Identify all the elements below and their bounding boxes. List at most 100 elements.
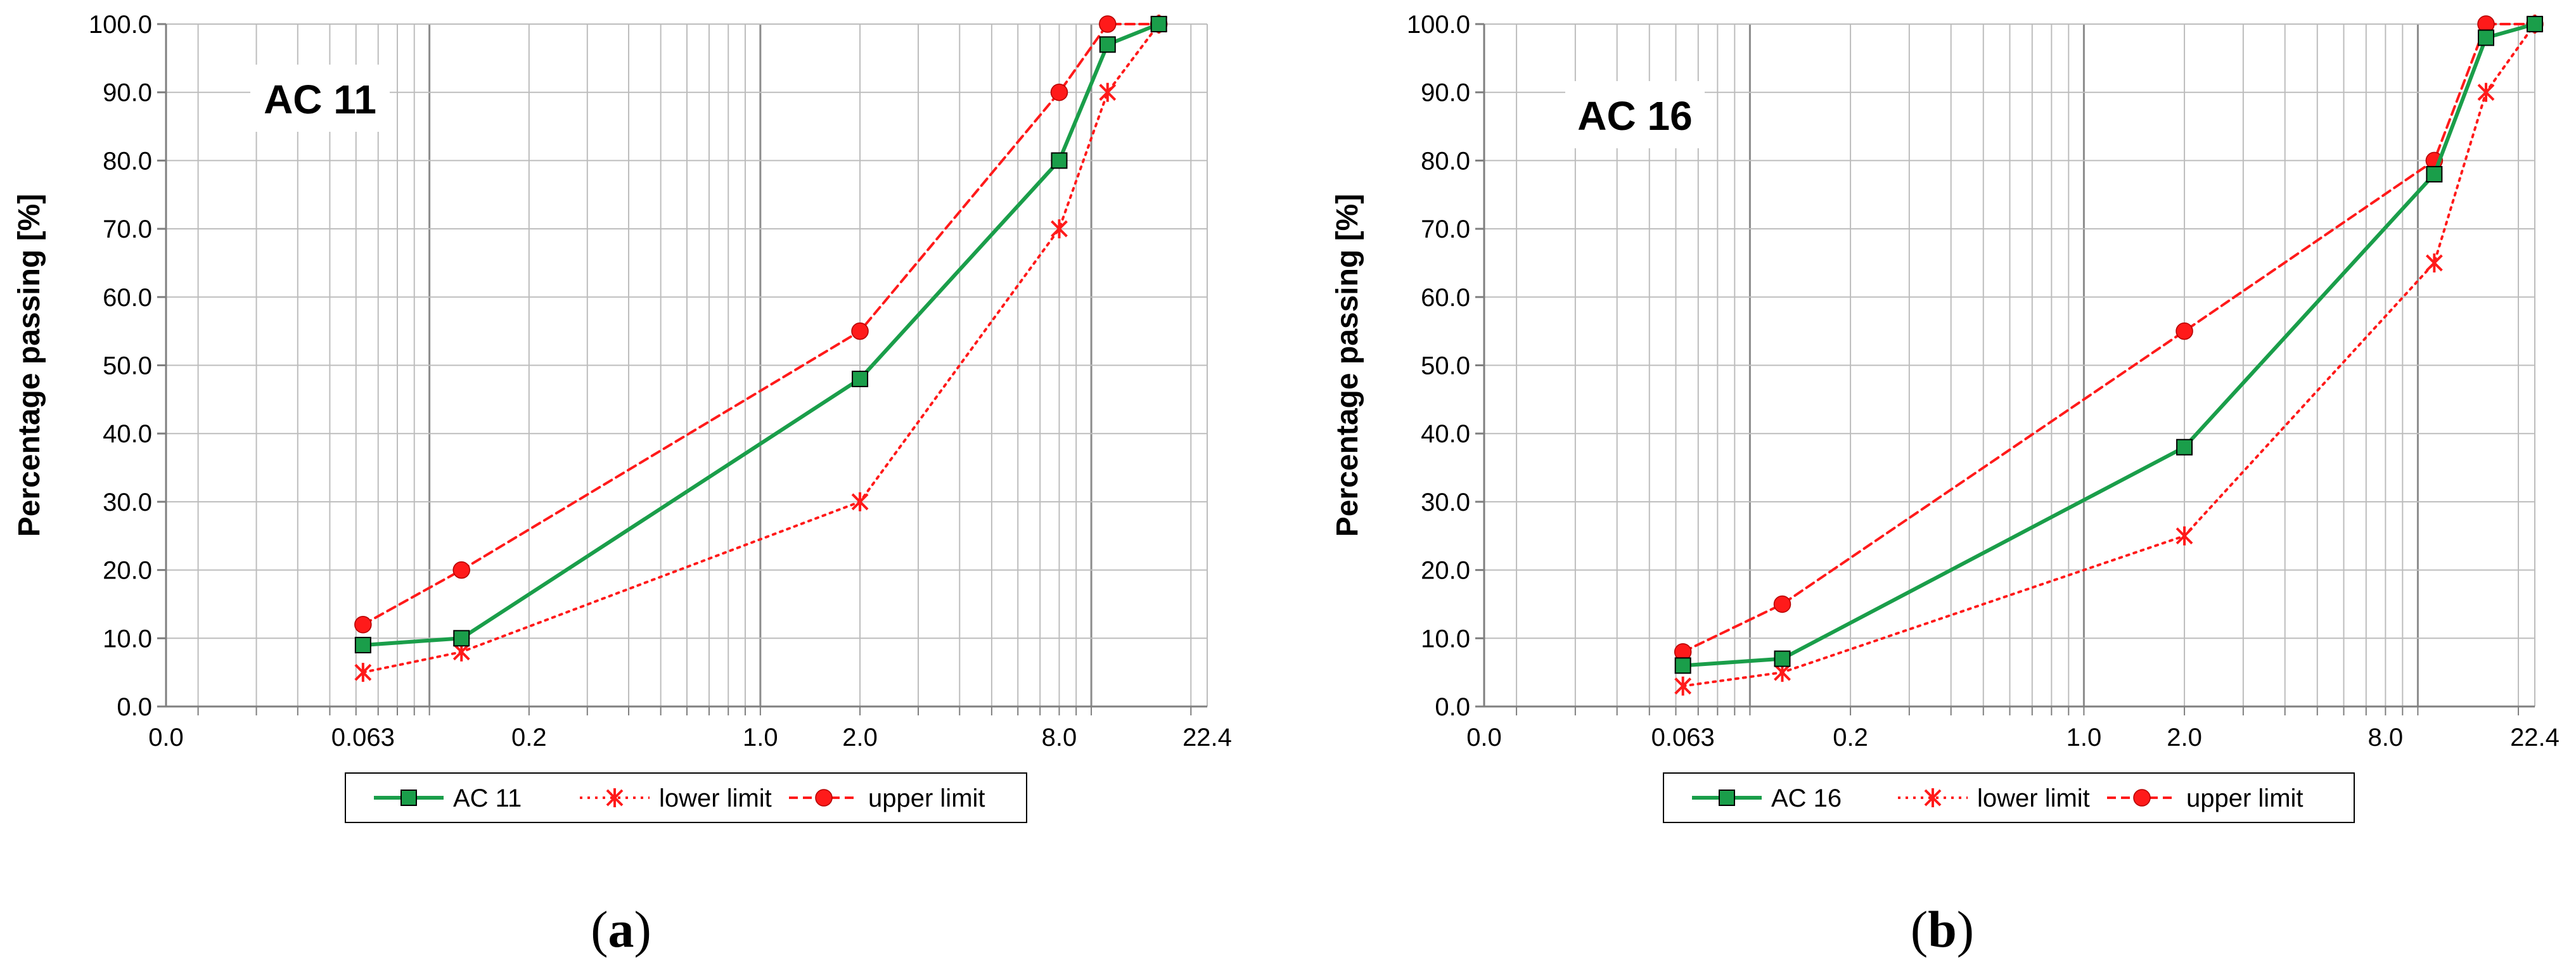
caption-a-letter: a [608, 900, 634, 958]
chart-a-y-tick-label: 80.0 [103, 147, 152, 175]
chart-b-series-lower-limit-point [2176, 526, 2193, 546]
chart-a-y-tick-label: 100.0 [89, 11, 152, 39]
chart-b-series-ac-16-point [2477, 29, 2494, 46]
chart-a-series-ac-11-line [361, 22, 1161, 648]
caption-a: (a) [591, 900, 651, 958]
chart-a-y-tick-label: 70.0 [103, 215, 152, 243]
chart-b-y-tick-label: 60.0 [1421, 284, 1470, 312]
chart-b-y-tick-label: 100.0 [1407, 11, 1470, 39]
chart-a-series-lower-limit-line [361, 23, 1160, 674]
caption-b: (b) [1910, 900, 1975, 958]
chart-a-legend-upper-limit-marker [815, 789, 833, 807]
chart-b-series-lower-limit-point [1674, 676, 1692, 696]
chart-a-legend-lower-limit-marker [606, 788, 624, 807]
chart-b-y-tick-label: 80.0 [1421, 147, 1470, 175]
chart-b-series-upper-limit-point [1773, 595, 1791, 613]
chart-a-gridlines [166, 23, 1208, 707]
chart-b-x-tick-label: 2.0 [2167, 724, 2202, 751]
chart-b-y-tick-label: 0.0 [1435, 693, 1470, 721]
chart-a-series-upper-limit-point [851, 322, 869, 340]
chart-a-y-tick-label: 30.0 [103, 489, 152, 516]
chart-a-x-tick-label: 8.0 [1042, 724, 1077, 751]
chart-b-series-ac-16-point [2527, 16, 2543, 32]
chart-b-legend-upper-limit-label: upper limit [2186, 784, 2304, 812]
chart-a-legend-ac-11: AC 11 [374, 784, 522, 812]
chart-a-x-tick-label: 2.0 [842, 724, 878, 751]
chart-a-legend-lower-limit-label: lower limit [659, 784, 772, 812]
chart-a-legend: AC 11 lower limit upper limit [345, 772, 1027, 823]
chart-b-series-ac-16-point [2426, 165, 2443, 182]
chart-a-y-tick-label: 50.0 [103, 352, 152, 380]
chart-a-series-upper-limit-point [354, 616, 372, 634]
chart-b-y-tick-label: 40.0 [1421, 420, 1470, 448]
chart-a-title-box [250, 65, 390, 132]
chart-b-series-ac-16-point [1774, 650, 1791, 667]
chart-a-series-lower-limit-point [851, 492, 869, 511]
chart-a-series-ac-11-point [852, 371, 869, 388]
chart-a-series-upper-limit-point [1099, 15, 1117, 33]
chart-b: 0.0 10.0 20.0 30.0 40.0 50.0 60.0 70.0 80.0 90.0 1… [1331, 11, 2560, 823]
chart-a-y-tick-label: 40.0 [103, 420, 152, 448]
chart-a-x-tick-label: 22.4 [1182, 724, 1232, 751]
chart-b-series-ac-16 [1674, 16, 2543, 674]
chart-a-x-tick-label: 0.2 [511, 724, 547, 751]
chart-b-legend-lower-limit-marker [1924, 788, 1942, 807]
chart-a-legend-upper-limit: upper limit [789, 784, 985, 812]
chart-b-y-tick-label: 50.0 [1421, 352, 1470, 380]
chart-b-y-axis-title: Percentage passing [%] [1331, 194, 1364, 537]
chart-b-x-tick-label: 0.2 [1833, 724, 1868, 751]
chart-a-x-tick-label: 0.063 [331, 724, 395, 751]
chart-b-x-tick-label: 1.0 [2067, 724, 2102, 751]
chart-b-series-ac-16-point [2176, 438, 2193, 456]
chart-a-legend-frame [345, 772, 1027, 823]
chart-b-y-tick-label: 90.0 [1421, 79, 1470, 107]
chart-b-series-ac-16-point [1674, 657, 1691, 674]
chart-a-y-tick-label: 90.0 [103, 79, 152, 107]
chart-b-series-lower-limit-line [1681, 23, 2536, 687]
chart-a-y-tick-label: 20.0 [103, 557, 152, 585]
chart-b-title-box [1565, 81, 1705, 148]
chart-a-series-ac-11-point [453, 630, 470, 647]
chart-a-y-tick-label: 10.0 [103, 625, 152, 653]
chart-a-series-lower-limit-point [1051, 219, 1068, 239]
chart-a-series-ac-11-point [1051, 152, 1068, 169]
chart-a-series-ac-11 [354, 16, 1167, 654]
chart-b-legend-upper-limit: upper limit [2107, 784, 2304, 812]
chart-a-x-tick-label: 0.0 [148, 724, 184, 751]
chart-b-y-tick-label: 30.0 [1421, 489, 1470, 516]
chart-a: 0.0 10.0 20.0 30.0 40.0 50.0 60.0 70.0 80.0 90.0 1… [13, 11, 1232, 823]
chart-b-series-ac-16-line [1681, 22, 2537, 668]
chart-a-legend-ac-11-label: AC 11 [453, 784, 522, 812]
chart-b-series-lower-limit-point [2425, 253, 2443, 272]
chart-a-y-tick-label: 0.0 [117, 693, 152, 721]
chart-b-series-lower-limit-point [2477, 82, 2495, 102]
chart-b-x-tick-label: 0.0 [1466, 724, 1502, 751]
chart-a-series-upper-limit-point [452, 561, 470, 579]
chart-b-legend-ac-16-label: AC 16 [1771, 784, 1842, 812]
chart-b-y-tick-label: 10.0 [1421, 625, 1470, 653]
chart-b-series-upper-limit-line [1681, 23, 2536, 653]
chart-b-legend-lower-limit-label: lower limit [1977, 784, 2090, 812]
chart-b-series-upper-limit [1674, 15, 2544, 661]
chart-b-legend-upper-limit-marker [2133, 789, 2151, 807]
chart-a-series-lower-limit-point [1099, 82, 1117, 102]
chart-b-y-tick-label: 70.0 [1421, 215, 1470, 243]
chart-b-title: AC 16 [1577, 93, 1692, 139]
chart-b-x-tick-label: 8.0 [2368, 724, 2404, 751]
chart-a-series-upper-limit-point [1050, 83, 1068, 101]
chart-a-series-ac-11-point [1150, 16, 1167, 32]
chart-b-legend-ac-16: AC 16 [1692, 784, 1842, 812]
chart-b-y-tick-label: 20.0 [1421, 557, 1470, 585]
chart-a-series-lower-limit-point [354, 663, 372, 682]
chart-a-legend-lower-limit: lower limit [580, 784, 772, 812]
chart-a-series-ac-11-point [1099, 36, 1116, 53]
chart-b-series-lower-limit [1674, 15, 2544, 696]
chart-a-legend-upper-limit-label: upper limit [868, 784, 985, 812]
chart-b-legend-frame [1663, 772, 2355, 823]
chart-a-title: AC 11 [264, 77, 376, 122]
chart-b-legend: AC 16 lower limit upper limit [1663, 772, 2355, 823]
chart-a-legend-ac-11-marker [400, 790, 417, 806]
chart-b-x-tick-label: 0.063 [1651, 724, 1715, 751]
chart-b-legend-ac-16-marker [1719, 790, 1735, 806]
